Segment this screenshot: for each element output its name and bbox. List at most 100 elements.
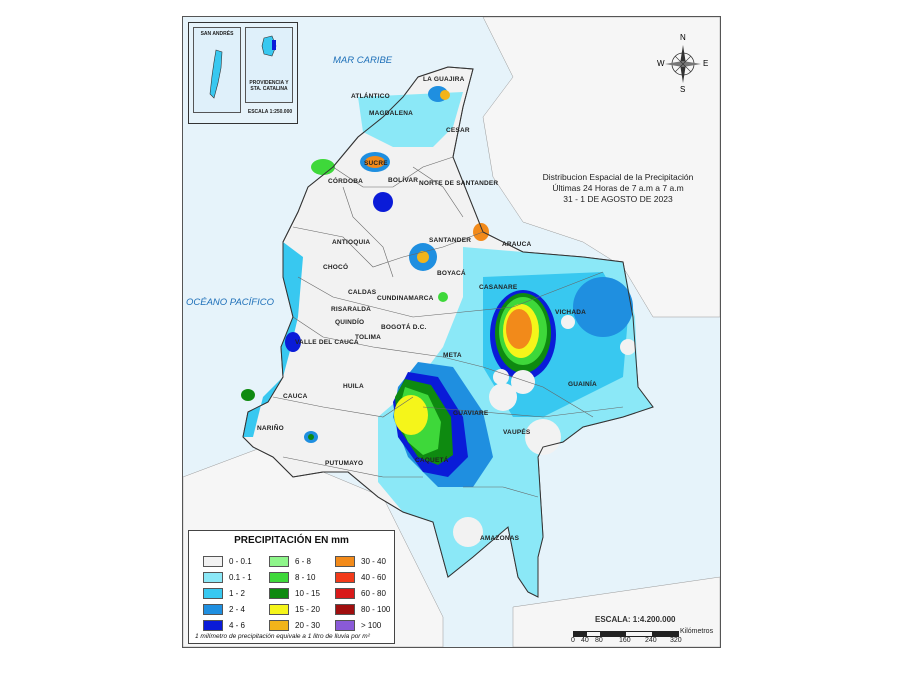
dept-label: CALDAS xyxy=(348,289,377,296)
legend-swatch xyxy=(203,619,223,631)
scale-tick: 320 xyxy=(670,637,682,644)
legend-label: 8 - 10 xyxy=(295,572,316,582)
legend-item: 30 - 40 xyxy=(335,555,386,567)
dept-label: CAQUETÁ xyxy=(415,457,449,464)
legend-swatch xyxy=(203,571,223,583)
dept-label: AMAZONAS xyxy=(480,535,520,542)
dept-label: MAGDALENA xyxy=(369,110,414,117)
legend-item: 8 - 10 xyxy=(269,571,315,583)
legend-swatch xyxy=(203,587,223,599)
legend-swatch xyxy=(269,619,289,631)
providencia-island xyxy=(261,35,277,57)
legend-swatch xyxy=(269,603,289,615)
map-frame: MAR CARIBE OCÉANO PACÍFICO Distribucion … xyxy=(182,16,721,648)
dept-label: CASANARE xyxy=(479,284,518,291)
legend-label: 80 - 100 xyxy=(361,604,391,614)
legend-swatch xyxy=(335,603,355,615)
scale-bar xyxy=(573,631,679,637)
legend-label: 40 - 60 xyxy=(361,572,386,582)
dept-label: VALLE DEL CAUCA xyxy=(295,339,359,346)
dept-label: ARAUCA xyxy=(502,241,532,248)
legend-label: 6 - 8 xyxy=(295,556,312,566)
scale-tick: 80 xyxy=(595,637,603,644)
legend-label: 20 - 30 xyxy=(295,620,320,630)
dept-label: GUAINÍA xyxy=(568,381,597,388)
sea-label-caribe: MAR CARIBE xyxy=(333,55,393,66)
legend-swatch xyxy=(269,587,289,599)
legend-item: 6 - 8 xyxy=(269,555,311,567)
sea-label-pacifico: OCÉANO PACÍFICO xyxy=(186,297,274,308)
legend-swatch xyxy=(335,555,355,567)
san-andres-label: SAN ANDRÉS xyxy=(200,31,234,37)
dept-label: CÓRDOBA xyxy=(328,178,363,185)
scale-tick: 0 xyxy=(571,637,575,644)
providencia-inset: PROVIDENCIA Y STA. CATALINA xyxy=(245,27,293,103)
dept-label: BOLÍVAR xyxy=(388,177,419,184)
providencia-label: PROVIDENCIA Y STA. CATALINA xyxy=(249,80,289,92)
compass-rose: N S W E xyxy=(657,33,709,94)
legend-label: 15 - 20 xyxy=(295,604,320,614)
colombia-precipitation-map xyxy=(183,17,720,647)
legend-item: 1 - 2 xyxy=(203,587,245,599)
san-andres-island xyxy=(209,49,223,99)
legend-swatch xyxy=(335,619,355,631)
dept-label: ATLÁNTICO xyxy=(351,93,390,100)
dept-label: NORTE DE SANTANDER xyxy=(419,180,499,187)
scale-tick: 40 xyxy=(581,637,589,644)
legend-label: 2 - 4 xyxy=(229,604,246,614)
scale-label: ESCALA: 1:4.200.000 xyxy=(595,615,676,624)
dept-label: RISARALDA xyxy=(331,306,372,313)
compass-n: N xyxy=(680,33,686,42)
dept-label: VICHADA xyxy=(555,309,587,316)
legend-item: 15 - 20 xyxy=(269,603,320,615)
title-line-2: Últimas 24 Horas de 7 a.m a 7 a.m xyxy=(552,183,684,193)
islands-inset: SAN ANDRÉS PROVIDENCIA Y STA. CATALINA E… xyxy=(188,22,298,124)
scale-unit: Kilómetros xyxy=(680,628,714,635)
legend-label: 0.1 - 1 xyxy=(229,572,252,582)
dept-label: BOGOTÁ D.C. xyxy=(381,324,427,331)
dept-label: ANTIOQUIA xyxy=(332,239,371,246)
legend-swatch xyxy=(269,571,289,583)
legend-swatch xyxy=(335,571,355,583)
dept-label: CESAR xyxy=(446,127,470,134)
legend-item: 0 - 0.1 xyxy=(203,555,252,567)
inset-scale: ESCALA 1:250.000 xyxy=(247,109,293,115)
legend-swatch xyxy=(203,555,223,567)
dept-label: SUCRE xyxy=(364,160,388,167)
legend-note: 1 milímetro de precipitación equivale a … xyxy=(195,633,370,640)
dept-label: CHOCÓ xyxy=(323,264,349,271)
legend-item: 40 - 60 xyxy=(335,571,386,583)
legend-item: 4 - 6 xyxy=(203,619,245,631)
legend-title: PRECIPITACIÓN EN mm xyxy=(234,535,349,546)
dept-label: PUTUMAYO xyxy=(325,460,364,467)
legend-label: 4 - 6 xyxy=(229,620,246,630)
scale-tick: 240 xyxy=(645,637,657,644)
dept-label: CUNDINAMARCA xyxy=(377,295,434,302)
dept-label: HUILA xyxy=(343,383,364,390)
legend-label: 30 - 40 xyxy=(361,556,386,566)
compass-w: W xyxy=(657,59,665,68)
legend-label: > 100 xyxy=(361,620,382,630)
legend-swatch xyxy=(269,555,289,567)
compass-icon xyxy=(665,45,701,83)
dept-label: TOLIMA xyxy=(355,334,381,341)
dept-label: SANTANDER xyxy=(429,237,472,244)
compass-s: S xyxy=(680,85,686,94)
legend-swatch xyxy=(203,603,223,615)
legend-swatch xyxy=(335,587,355,599)
legend-item: 20 - 30 xyxy=(269,619,320,631)
scale-tick: 160 xyxy=(619,637,631,644)
legend-item: > 100 xyxy=(335,619,381,631)
legend-item: 2 - 4 xyxy=(203,603,245,615)
compass-e: E xyxy=(703,59,709,68)
dept-label: VAUPÉS xyxy=(503,429,531,436)
dept-label: QUINDÍO xyxy=(335,319,365,326)
legend-item: 80 - 100 xyxy=(335,603,390,615)
legend-item: 10 - 15 xyxy=(269,587,320,599)
legend-label: 10 - 15 xyxy=(295,588,320,598)
legend-label: 1 - 2 xyxy=(229,588,246,598)
legend-label: 0 - 0.1 xyxy=(229,556,252,566)
dept-label: NARIÑO xyxy=(257,425,284,432)
map-title: Distribucion Espacial de la Precipitació… xyxy=(513,172,720,205)
dept-label: LA GUAJIRA xyxy=(423,76,465,83)
